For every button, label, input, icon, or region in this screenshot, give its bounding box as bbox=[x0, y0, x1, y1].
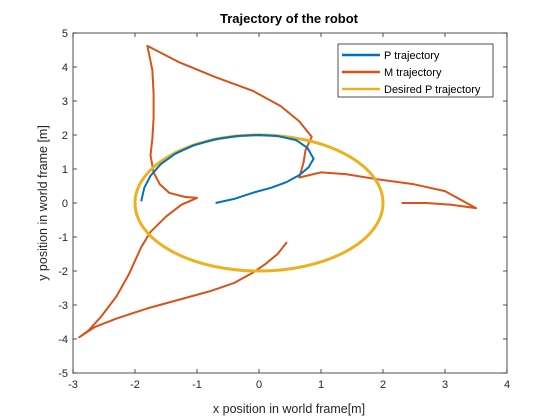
y-axis-label: y position in world frame [m] bbox=[36, 125, 50, 281]
y-tick-label: 2 bbox=[62, 130, 68, 142]
series-line-m-trajectory bbox=[78, 44, 477, 339]
x-tick-label: 3 bbox=[442, 379, 448, 391]
y-tick-label: -3 bbox=[58, 300, 68, 312]
y-tick-label: -4 bbox=[58, 334, 68, 346]
y-tick-label: -5 bbox=[58, 368, 68, 380]
x-tick-label: -2 bbox=[130, 379, 140, 391]
x-tick-label: 2 bbox=[380, 379, 386, 391]
x-tick-label: -1 bbox=[192, 379, 202, 391]
y-tick-label: -2 bbox=[58, 266, 68, 278]
y-tick-label: 3 bbox=[62, 96, 68, 108]
tick-layer: -3 -2 -1 0 1 2 3 4 -5 -4 -3 -2 -1 0 1 2 3 4 5 bbox=[58, 28, 510, 391]
y-tick-label: 4 bbox=[62, 62, 68, 74]
x-tick-label: 4 bbox=[504, 379, 510, 391]
y-tick-label: 0 bbox=[62, 198, 68, 210]
y-tick-label: 5 bbox=[62, 28, 68, 40]
x-axis-label: x position in world frame[m] bbox=[213, 402, 365, 416]
legend-label-desired-p-trajectory: Desired P trajectory bbox=[384, 84, 481, 96]
series-layer bbox=[78, 44, 477, 339]
legend-label-p-trajectory: P trajectory bbox=[384, 50, 440, 62]
legend: P trajectory M trajectory Desired P traj… bbox=[337, 43, 494, 98]
chart-title: Trajectory of the robot bbox=[220, 11, 359, 26]
x-tick-label: 0 bbox=[256, 379, 262, 391]
y-tick-label: -1 bbox=[58, 232, 68, 244]
x-tick-label: 1 bbox=[318, 379, 324, 391]
legend-label-m-trajectory: M trajectory bbox=[384, 67, 442, 79]
y-tick-label: 1 bbox=[62, 164, 68, 176]
x-tick-label: -3 bbox=[68, 379, 78, 391]
series-line-p-trajectory bbox=[140, 134, 315, 204]
